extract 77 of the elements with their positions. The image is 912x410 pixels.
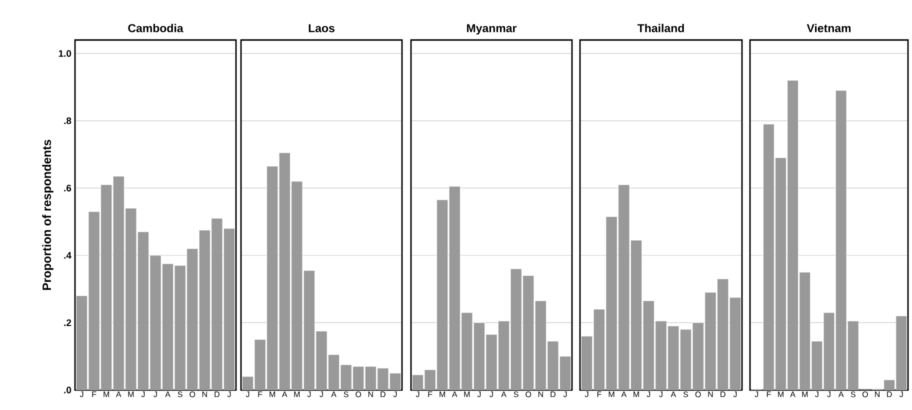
x-tick-label: J (815, 392, 818, 398)
x-tick-label: O (356, 392, 362, 398)
x-tick-label: J (307, 392, 311, 398)
x-tick-label: J (659, 392, 662, 398)
chart-title: Laos (308, 24, 334, 32)
chart-title: Vietnam (806, 24, 851, 32)
x-tick-label: A (452, 392, 458, 398)
x-tick-label: M (128, 392, 134, 398)
x-tick-label: F (428, 392, 432, 398)
x-tick-label: D (720, 392, 726, 398)
x-tick-label: A (165, 392, 170, 398)
x-tick-label: A (331, 392, 336, 398)
x-tick-label: J (490, 392, 493, 398)
x-tick-label: J (141, 392, 145, 398)
x-tick-label: J (754, 392, 758, 398)
y-tick-label: .4 (64, 252, 72, 259)
y-tick-label: .6 (64, 184, 72, 192)
x-tick-label: O (526, 392, 532, 398)
x-tick-label: N (202, 392, 207, 398)
x-tick-label: S (850, 392, 856, 398)
x-tick-label: F (597, 392, 602, 398)
x-tick-label: A (116, 392, 122, 398)
chart-title: Thailand (637, 24, 684, 32)
x-tick-label: M (270, 392, 276, 398)
x-tick-label: A (790, 392, 796, 398)
x-tick-label: J (416, 392, 420, 398)
x-tick-label: M (634, 392, 639, 398)
x-tick-label: J (80, 392, 84, 398)
x-tick-label: J (246, 392, 250, 398)
x-tick-label: M (778, 392, 784, 398)
x-tick-label: M (294, 392, 300, 398)
y-tick-label: .0 (64, 386, 72, 394)
x-tick-label: A (838, 392, 844, 398)
x-tick-label: F (258, 392, 262, 398)
chart-title: Myanmar (467, 24, 517, 35)
x-tick-label: J (584, 392, 588, 398)
x-tick-label: M (440, 392, 446, 398)
x-tick-label: S (683, 392, 688, 398)
x-tick-label: O (695, 392, 701, 398)
x-tick-label: A (670, 392, 676, 398)
x-tick-label: A (282, 392, 288, 398)
x-tick-label: F (92, 392, 96, 398)
y-tick-label: .8 (64, 117, 72, 124)
x-tick-label: O (862, 392, 868, 398)
x-tick-label: J (646, 392, 650, 398)
x-tick-label: M (608, 392, 614, 398)
y-tick-label: .2 (64, 319, 72, 326)
x-tick-label: J (827, 392, 830, 398)
x-tick-label: D (380, 392, 386, 398)
x-tick-label: D (550, 392, 556, 398)
x-tick-label: J (563, 392, 567, 398)
x-tick-label: M (802, 392, 808, 398)
x-tick-label: D (887, 392, 892, 398)
x-tick-label: F (766, 392, 771, 398)
x-tick-label: O (190, 392, 196, 398)
x-tick-label: J (733, 392, 737, 398)
x-tick-label: J (900, 392, 903, 398)
x-tick-label: J (154, 392, 157, 398)
y-axis-title: Proportion of respondents (42, 140, 54, 290)
x-tick-label: S (178, 392, 182, 398)
x-tick-label: N (875, 392, 880, 398)
x-tick-label: D (214, 392, 220, 398)
x-tick-label: N (368, 392, 373, 398)
chart-title: Cambodia (128, 24, 184, 32)
x-tick-label: N (538, 392, 543, 398)
x-tick-label: M (464, 392, 470, 398)
x-tick-label: M (104, 392, 110, 398)
y-tick-label: 1.0 (58, 50, 72, 57)
x-tick-label: S (344, 392, 348, 398)
x-tick-label: N (708, 392, 713, 398)
x-tick-label: A (621, 392, 627, 398)
x-tick-label: S (514, 392, 518, 398)
x-tick-label: J (477, 392, 481, 398)
x-tick-label: A (501, 392, 506, 398)
x-tick-label: J (393, 392, 397, 398)
x-tick-label: J (227, 392, 231, 398)
x-tick-label: J (320, 392, 323, 398)
